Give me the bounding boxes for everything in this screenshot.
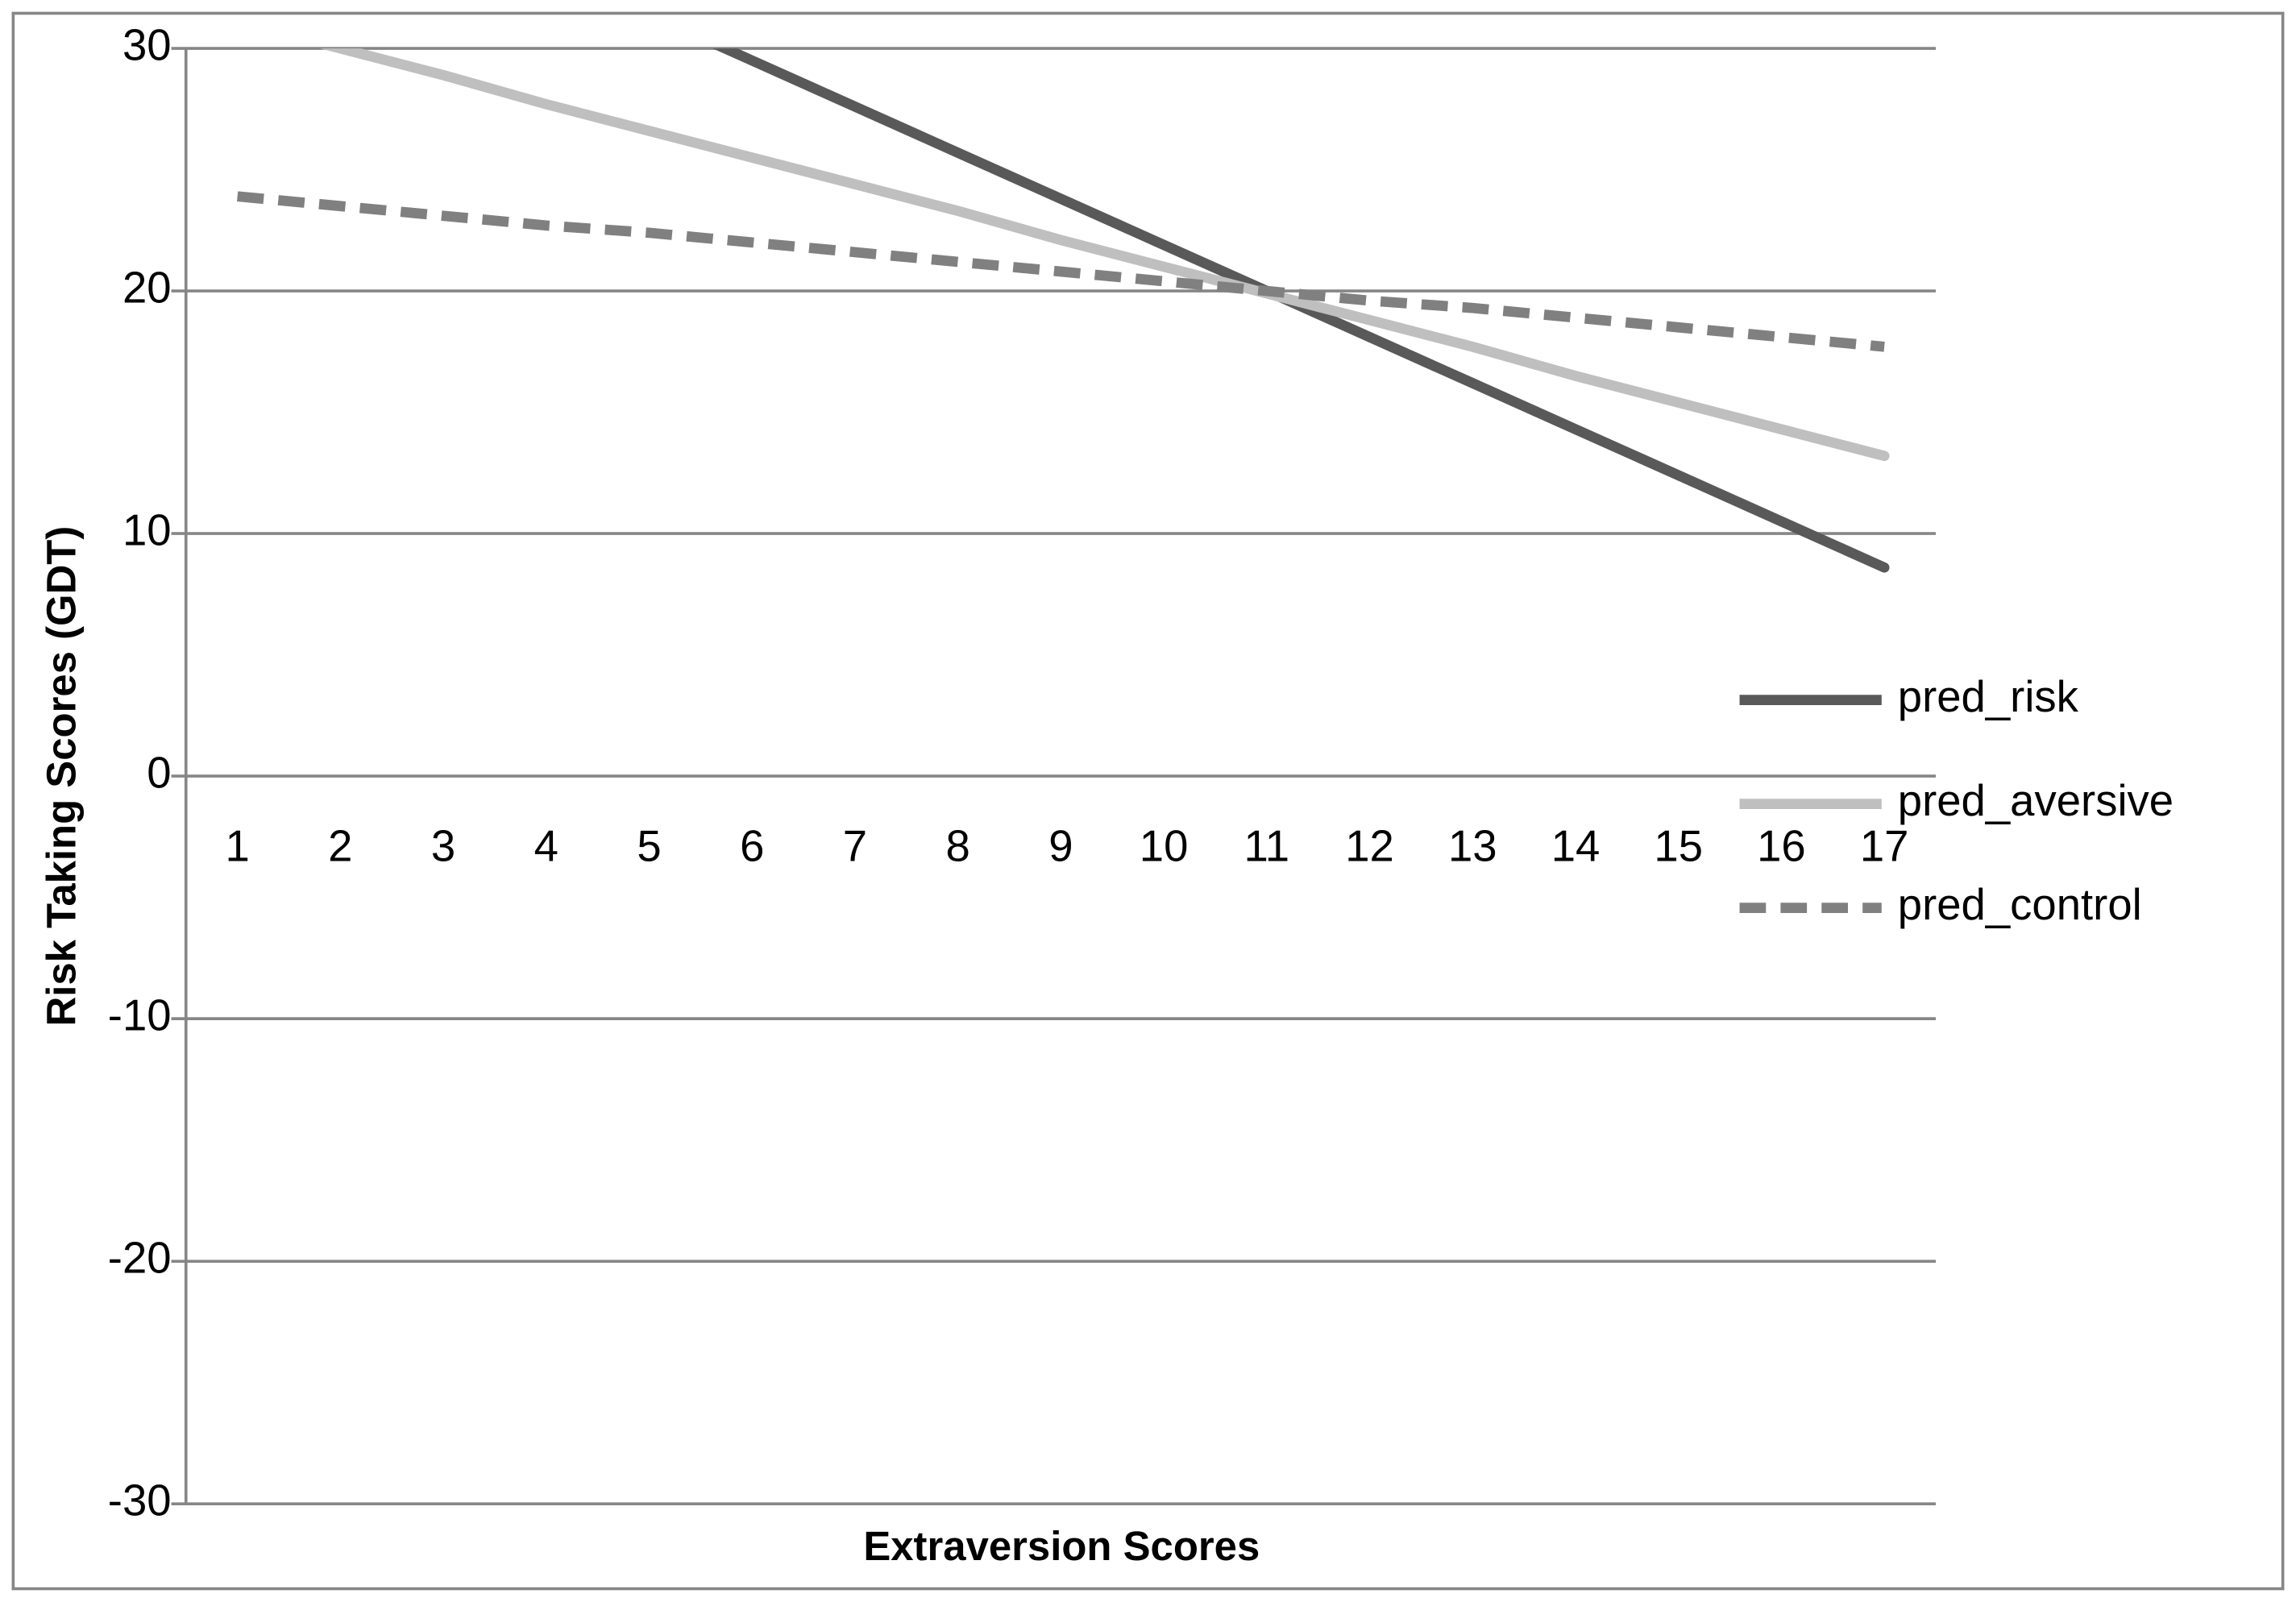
legend-label: pred_risk xyxy=(1898,672,2079,721)
x-tick-label: 7 xyxy=(843,821,867,870)
legend-label: pred_control xyxy=(1898,880,2142,929)
y-axis-label: Risk Taking Scores (GDT) xyxy=(38,526,84,1027)
x-tick-label: 8 xyxy=(946,821,970,870)
x-tick-label: 15 xyxy=(1654,821,1703,870)
y-tick-label: 10 xyxy=(122,505,172,554)
y-tick-label: -30 xyxy=(108,1476,172,1525)
legend-label: pred_aversive xyxy=(1898,776,2174,825)
grid xyxy=(171,47,1937,1505)
x-tick-label: 12 xyxy=(1345,821,1394,870)
x-tick-label: 1 xyxy=(225,821,249,870)
x-tick-label: 4 xyxy=(534,821,558,870)
x-tick-label: 16 xyxy=(1757,821,1806,870)
series-line xyxy=(319,48,1890,462)
y-tick-label: 0 xyxy=(147,749,171,798)
y-tick-label: -10 xyxy=(108,991,172,1040)
x-tick-label: 5 xyxy=(637,821,661,870)
series-line xyxy=(237,191,1885,352)
x-tick-label: 17 xyxy=(1860,821,1909,870)
series-line xyxy=(712,48,1890,573)
plot-area xyxy=(237,48,1890,573)
y-tick-label: 20 xyxy=(122,263,172,312)
x-tick-label: 13 xyxy=(1448,821,1497,870)
x-tick-label: 6 xyxy=(740,821,764,870)
x-tick-label: 10 xyxy=(1140,821,1189,870)
x-tick-label: 9 xyxy=(1048,821,1073,870)
x-tick-label: 14 xyxy=(1551,821,1601,870)
x-tick-label: 2 xyxy=(328,821,352,870)
x-axis-label: Extraversion Scores xyxy=(863,1523,1260,1569)
y-tick-label: 30 xyxy=(122,20,172,69)
x-tick-label: 3 xyxy=(431,821,455,870)
x-tick-label: 11 xyxy=(1244,821,1290,870)
y-tick-label: -20 xyxy=(108,1234,172,1283)
